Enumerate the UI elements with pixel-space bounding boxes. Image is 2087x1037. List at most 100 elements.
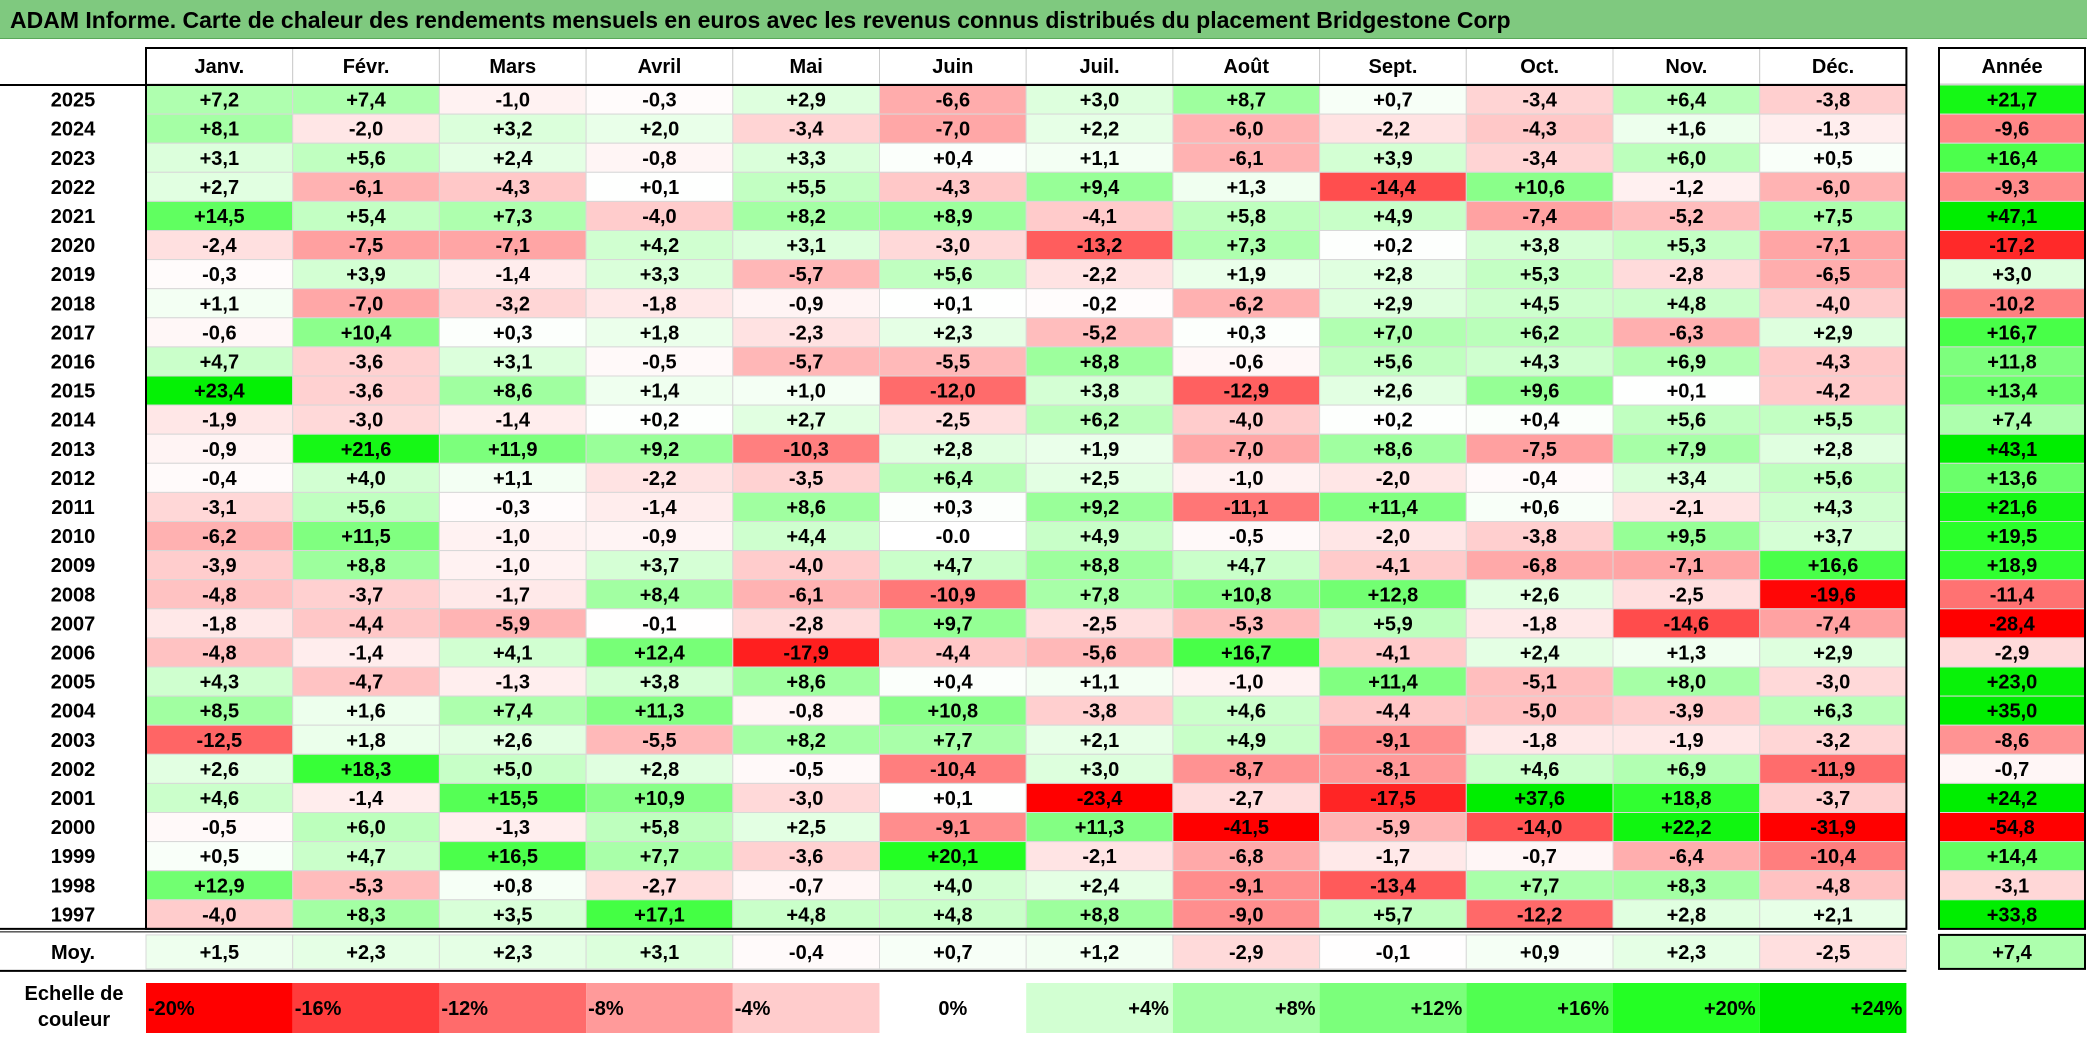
month-header: Avril [638, 56, 682, 78]
heat-cell-label: +4,7 [346, 846, 385, 868]
heat-cell-bg [1759, 724, 1907, 755]
average-cell-bg [879, 934, 1027, 970]
heat-cell-label: +7,3 [1227, 235, 1266, 257]
heat-cell-bg [1759, 841, 1907, 872]
heat-cell-bg [585, 753, 734, 784]
annual-cell-label: +43,1 [1987, 439, 2038, 461]
heat-cell-bg [1172, 666, 1321, 697]
heat-cell-label: +7,4 [346, 90, 386, 112]
annual-cell-label: -10,2 [1989, 293, 2035, 315]
heat-cell-bg [145, 608, 294, 639]
heat-cell-label: -4,0 [642, 206, 676, 228]
annual-cell-label: -0,7 [1995, 759, 2029, 781]
heat-cell-label: +11,9 [488, 439, 538, 461]
average-cell-label: +0,7 [933, 942, 972, 964]
heat-cell-label: -6,3 [1669, 322, 1703, 344]
heat-cell-bg [438, 579, 587, 610]
year-label: 2022 [51, 177, 96, 199]
color-scale-label: +4% [1128, 998, 1169, 1020]
year-label: 2000 [51, 817, 96, 839]
heat-cell-label: -13,2 [1077, 235, 1123, 257]
heat-cell-bg [292, 84, 440, 115]
heat-cell-bg [1759, 84, 1907, 115]
month-header: Nov. [1665, 56, 1707, 78]
color-scale-label: +8% [1275, 998, 1316, 1020]
heat-cell-label: +4,7 [1227, 555, 1266, 577]
heat-cell-label: +1,9 [1227, 264, 1266, 286]
heat-cell-bg [585, 346, 734, 377]
heat-cell-bg [1465, 550, 1614, 581]
annual-cell-bg [1938, 782, 2086, 814]
heat-cell-bg [1319, 550, 1467, 581]
heat-cell-bg [732, 433, 880, 464]
heat-cell-label: -0.0 [936, 526, 970, 548]
heat-cell-label: +2,7 [786, 410, 825, 432]
color-scale-swatch [292, 983, 440, 1033]
heat-cell-bg [1319, 579, 1467, 610]
heat-cell-label: +3,2 [493, 119, 532, 141]
annual-cell-label: +14,4 [1987, 846, 2038, 868]
heat-cell-bg [1025, 84, 1174, 115]
heat-cell-label: -0,5 [789, 759, 823, 781]
heat-cell-label: -0,1 [642, 613, 676, 635]
heat-cell-label: -2,2 [1376, 119, 1410, 141]
heat-cell-label: -1,8 [1522, 730, 1556, 752]
heat-cell-label: +6,9 [1667, 759, 1706, 781]
average-cell-label: +2,3 [1667, 942, 1706, 964]
heat-cell-label: -13,4 [1370, 875, 1416, 897]
heat-cell-bg [1025, 171, 1174, 202]
color-scale-label: +24% [1851, 998, 1903, 1020]
heat-cell-label: -14,0 [1517, 817, 1563, 839]
heat-cell-label: -2,8 [789, 613, 823, 635]
heat-cell-label: +3,7 [640, 555, 679, 577]
annual-cell-label: +7,4 [1992, 410, 2032, 432]
year-label: 2016 [51, 351, 96, 373]
heat-cell-bg [1759, 404, 1907, 435]
heat-cell-label: +21,6 [341, 439, 392, 461]
heat-cell-label: -2,8 [1669, 264, 1703, 286]
year-label: 2003 [51, 730, 96, 752]
year-label: 1997 [51, 904, 96, 926]
heat-cell-bg [732, 521, 880, 552]
heat-cell-label: -0,4 [1522, 468, 1557, 490]
heat-cell-label: +6,3 [1813, 701, 1852, 723]
heat-cell-label: -3,8 [1816, 90, 1850, 112]
heat-cell-label: +8,6 [1373, 439, 1412, 461]
month-header: Déc. [1812, 56, 1854, 78]
heat-cell-label: +11,4 [1368, 672, 1418, 694]
month-header: Juil. [1080, 56, 1120, 78]
heat-cell-bg [585, 84, 734, 115]
annual-cell-bg [1938, 346, 2086, 377]
heat-cell-bg [1172, 870, 1321, 901]
month-header: Janv. [195, 56, 245, 78]
heat-cell-label: -6,8 [1229, 846, 1263, 868]
heat-cell-label: +4,6 [200, 788, 239, 810]
average-cell-label: -2,9 [1229, 942, 1263, 964]
heat-cell-label: -6,2 [202, 526, 236, 548]
annual-cell-bg [1938, 142, 2086, 173]
heat-cell-label: +8,7 [1227, 90, 1266, 112]
heat-cell-label: -3,6 [789, 846, 823, 868]
heat-cell-label: +5,6 [346, 497, 385, 519]
color-scale-swatch [732, 983, 880, 1033]
year-label: 2025 [51, 90, 96, 112]
heat-cell-bg [1025, 375, 1174, 406]
heat-cell-bg [1612, 317, 1761, 348]
heat-cell-label: +7,2 [200, 90, 239, 112]
heat-cell-bg [585, 899, 734, 930]
heat-cell-label: +0,5 [1813, 148, 1852, 170]
heat-cell-bg [1172, 433, 1321, 464]
heat-cell-bg [879, 259, 1027, 290]
heat-cell-label: +10,6 [1514, 177, 1565, 199]
annual-cell-label: +16,4 [1987, 148, 2038, 170]
heat-cell-label: -4,0 [1816, 293, 1850, 315]
heat-cell-bg [1172, 695, 1321, 726]
heat-cell-bg [732, 579, 880, 610]
heat-cell-label: +3,7 [1813, 526, 1852, 548]
year-label: 2020 [51, 235, 96, 257]
heat-cell-label: +8,8 [1080, 555, 1119, 577]
heat-cell-bg [585, 375, 734, 406]
heat-cell-label: -1,7 [496, 584, 530, 606]
heat-cell-label: +1,3 [1667, 642, 1706, 664]
heat-cell-bg [1025, 404, 1174, 435]
